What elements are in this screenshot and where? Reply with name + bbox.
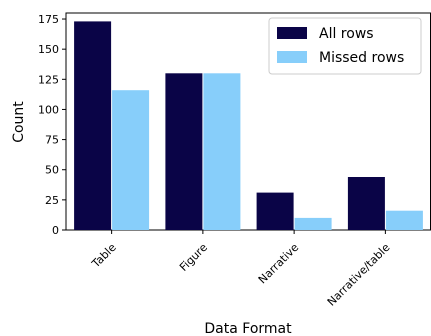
x-axis-label: Data Format <box>204 321 292 336</box>
y-axis-label: Count <box>11 101 27 143</box>
y-tick-label: 150 <box>38 43 59 56</box>
bar-all-rows-figure <box>165 73 203 230</box>
y-tick-label: 100 <box>38 103 59 116</box>
legend: All rows Missed rows <box>268 17 422 75</box>
x-axis: Table Figure Narrative Narrative/table <box>89 230 393 309</box>
bar-all-rows-narrative-table <box>347 177 385 230</box>
bar-missed-rows-table <box>112 90 150 230</box>
y-tick-label: 25 <box>45 194 59 207</box>
y-tick-label: 50 <box>45 164 59 177</box>
bar-missed-rows-narrative-table <box>385 210 423 230</box>
y-tick-label: 175 <box>38 13 59 26</box>
legend-label: Missed rows <box>319 50 404 66</box>
legend-swatch <box>277 51 307 63</box>
legend-label: All rows <box>319 26 374 42</box>
y-tick-label: 75 <box>45 134 59 147</box>
y-axis: 0 25 50 75 100 125 150 175 <box>38 13 66 237</box>
x-tick-label: Figure <box>177 241 210 274</box>
bar-all-rows-table <box>74 21 112 231</box>
legend-swatch <box>277 27 307 39</box>
x-tick-label: Narrative/table <box>325 241 393 309</box>
y-tick-label: 0 <box>52 224 59 237</box>
bar-all-rows-narrative <box>256 192 294 230</box>
y-tick-label: 125 <box>38 73 59 86</box>
x-tick-label: Narrative <box>256 241 302 287</box>
x-tick-label: Table <box>89 241 119 271</box>
bar-missed-rows-figure <box>203 73 241 230</box>
bars <box>74 21 423 231</box>
bar-missed-rows-narrative <box>294 217 332 230</box>
